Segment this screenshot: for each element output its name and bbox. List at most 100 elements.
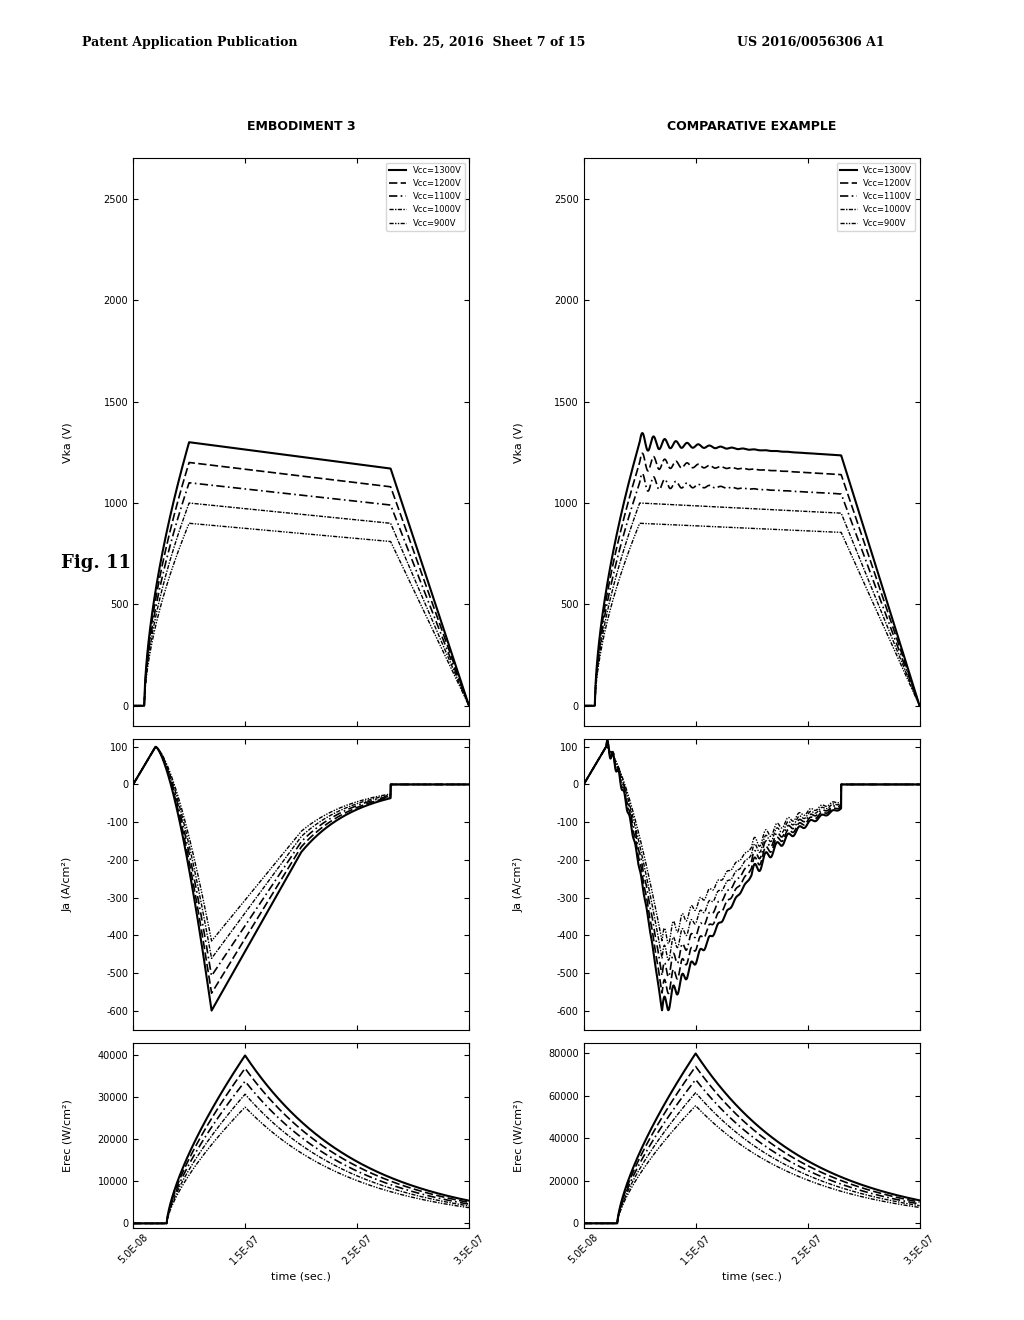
Vcc=1000V	[183, 495, 196, 511]
Line: Vcc=900V: Vcc=900V	[584, 523, 920, 706]
Y-axis label: Ja (A/cm²): Ja (A/cm²)	[62, 857, 73, 912]
Vcc=1200V	[454, 671, 466, 686]
Vcc=1200V	[291, 467, 303, 483]
Text: COMPARATIVE EXAMPLE: COMPARATIVE EXAMPLE	[667, 120, 837, 133]
Vcc=1000V	[127, 698, 139, 714]
Vcc=1000V	[463, 698, 475, 714]
Y-axis label: Erec (W/cm²): Erec (W/cm²)	[62, 1098, 73, 1172]
Vcc=1200V	[453, 671, 465, 686]
Vcc=1100V	[454, 673, 466, 689]
X-axis label: time (sec.): time (sec.)	[722, 1271, 781, 1282]
Vcc=1100V	[463, 698, 475, 714]
Line: Vcc=1100V: Vcc=1100V	[133, 483, 469, 706]
Vcc=1100V	[913, 698, 926, 714]
Vcc=900V	[903, 676, 915, 692]
Vcc=1200V	[595, 626, 607, 642]
Line: Vcc=1300V: Vcc=1300V	[584, 433, 920, 706]
Vcc=1200V	[578, 698, 590, 714]
Vcc=1300V	[391, 482, 403, 498]
Legend: Vcc=1300V, Vcc=1200V, Vcc=1100V, Vcc=1000V, Vcc=900V: Vcc=1300V, Vcc=1200V, Vcc=1100V, Vcc=100…	[837, 162, 915, 231]
Line: Vcc=1200V: Vcc=1200V	[133, 462, 469, 706]
Text: US 2016/0056306 A1: US 2016/0056306 A1	[737, 36, 885, 49]
Text: Patent Application Publication: Patent Application Publication	[82, 36, 297, 49]
Vcc=1300V	[842, 470, 854, 486]
Vcc=1100V	[127, 698, 139, 714]
Vcc=900V	[127, 698, 139, 714]
Vcc=1100V	[282, 486, 294, 502]
Vcc=1000V	[634, 495, 646, 511]
Vcc=900V	[842, 540, 854, 556]
Vcc=1300V	[463, 698, 475, 714]
Y-axis label: Erec (W/cm²): Erec (W/cm²)	[513, 1098, 523, 1172]
Vcc=1200V	[842, 487, 854, 503]
Vcc=1300V	[595, 619, 607, 635]
Vcc=1000V	[454, 676, 466, 692]
Vcc=1200V	[732, 461, 744, 477]
Vcc=900V	[741, 520, 754, 536]
Vcc=900V	[144, 644, 157, 660]
Line: Vcc=1000V: Vcc=1000V	[133, 503, 469, 706]
Vcc=900V	[913, 698, 926, 714]
Vcc=900V	[904, 677, 916, 693]
Vcc=900V	[453, 677, 465, 693]
Y-axis label: Ja (A/cm²): Ja (A/cm²)	[513, 857, 523, 912]
Vcc=1300V	[183, 434, 196, 450]
Vcc=1200V	[636, 445, 648, 461]
Vcc=1100V	[903, 672, 915, 688]
Vcc=1100V	[741, 480, 754, 496]
Vcc=1200V	[127, 698, 139, 714]
Vcc=1300V	[127, 698, 139, 714]
Vcc=900V	[183, 515, 196, 531]
Vcc=900V	[595, 644, 607, 660]
Vcc=1300V	[636, 425, 648, 441]
Vcc=1000V	[842, 523, 854, 539]
Vcc=1000V	[903, 675, 915, 690]
Vcc=1200V	[183, 454, 196, 470]
Vcc=1000V	[144, 638, 157, 653]
Vcc=1300V	[144, 619, 157, 635]
Vcc=1100V	[578, 698, 590, 714]
Vcc=1300V	[578, 698, 590, 714]
Text: Fig. 11: Fig. 11	[61, 553, 131, 572]
Vcc=1000V	[291, 506, 303, 521]
Vcc=1000V	[282, 506, 294, 521]
Vcc=900V	[391, 549, 403, 565]
Text: Feb. 25, 2016  Sheet 7 of 15: Feb. 25, 2016 Sheet 7 of 15	[389, 36, 586, 49]
Vcc=1200V	[913, 698, 926, 714]
Vcc=1000V	[578, 698, 590, 714]
Vcc=900V	[732, 520, 744, 536]
Vcc=1100V	[453, 673, 465, 689]
Vcc=1000V	[741, 500, 754, 516]
Vcc=1100V	[732, 480, 744, 496]
Vcc=1100V	[183, 475, 196, 491]
Line: Vcc=1200V: Vcc=1200V	[584, 453, 920, 706]
Vcc=1200V	[741, 461, 754, 477]
Vcc=1300V	[454, 669, 466, 685]
Vcc=1100V	[904, 672, 916, 688]
Vcc=1300V	[732, 441, 744, 457]
Y-axis label: Vka (V): Vka (V)	[513, 422, 523, 462]
Vcc=1000V	[391, 532, 403, 548]
Vcc=1000V	[732, 500, 744, 516]
Vcc=1300V	[453, 668, 465, 684]
Legend: Vcc=1300V, Vcc=1200V, Vcc=1100V, Vcc=1000V, Vcc=900V: Vcc=1300V, Vcc=1200V, Vcc=1100V, Vcc=100…	[386, 162, 465, 231]
Line: Vcc=1300V: Vcc=1300V	[133, 442, 469, 706]
Vcc=1200V	[391, 499, 403, 515]
Text: EMBODIMENT 3: EMBODIMENT 3	[247, 120, 355, 133]
Line: Vcc=1000V: Vcc=1000V	[584, 503, 920, 706]
Vcc=1000V	[904, 675, 916, 690]
Vcc=1200V	[144, 626, 157, 642]
Line: Vcc=900V: Vcc=900V	[133, 523, 469, 706]
Vcc=1100V	[291, 487, 303, 503]
Vcc=1100V	[636, 466, 648, 482]
Vcc=1200V	[282, 466, 294, 482]
Vcc=1300V	[903, 667, 915, 682]
Line: Vcc=1100V: Vcc=1100V	[584, 474, 920, 706]
Vcc=1000V	[913, 698, 926, 714]
Vcc=1100V	[391, 515, 403, 531]
Vcc=1200V	[463, 698, 475, 714]
Vcc=900V	[578, 698, 590, 714]
X-axis label: time (sec.): time (sec.)	[271, 1271, 331, 1282]
Vcc=900V	[291, 525, 303, 541]
Y-axis label: Vka (V): Vka (V)	[62, 422, 73, 462]
